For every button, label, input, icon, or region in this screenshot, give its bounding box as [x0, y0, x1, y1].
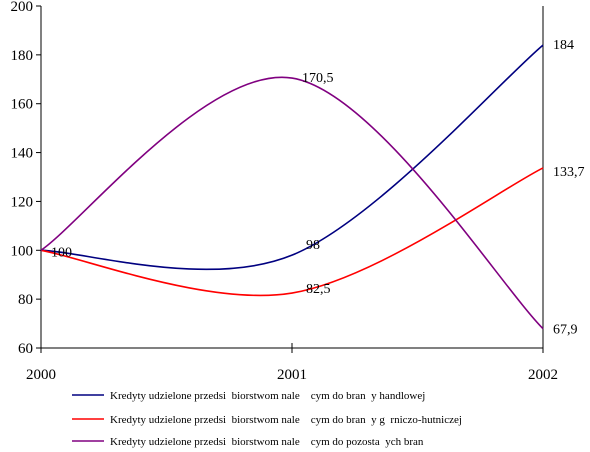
data-label: 184 [553, 38, 574, 53]
data-label: 170,5 [302, 71, 334, 86]
y-tick-label: 100 [11, 243, 34, 259]
x-tick-label: 2002 [528, 367, 558, 383]
y-tick-label: 160 [11, 97, 34, 113]
data-label: 100 [51, 245, 72, 260]
legend: Kredyty udzielone przedsi biorstwom nale… [72, 390, 462, 448]
series-line-1 [40, 44, 544, 271]
series-lines [40, 44, 544, 330]
x-tick-label: 2000 [26, 367, 56, 383]
data-labels: 98 184 82,5 133,7 100 170,5 67,9 [51, 38, 585, 338]
legend-label-3: Kredyty udzielone przedsi biorstwom nale… [110, 436, 424, 448]
y-tick-label: 80 [18, 292, 33, 308]
y-tick-label: 60 [18, 341, 33, 357]
data-label: 67,9 [553, 323, 578, 338]
legend-label-2: Kredyty udzielone przedsi biorstwom nale… [110, 414, 462, 426]
y-tick-label: 140 [11, 146, 34, 162]
series-line-3 [40, 76, 544, 330]
axes: 60 80 100 120 140 160 180 200 2000 2001 2002 [11, 0, 559, 383]
y-tick-label: 200 [11, 0, 34, 15]
data-label: 98 [306, 238, 320, 253]
legend-label-1: Kredyty udzielone przedsi biorstwom nale… [110, 390, 425, 402]
data-label: 133,7 [553, 165, 585, 180]
data-label: 82,5 [306, 282, 331, 297]
y-tick-label: 120 [11, 194, 34, 210]
y-tick-label: 180 [11, 48, 34, 64]
x-tick-label: 2001 [277, 367, 307, 383]
series-line-2 [40, 167, 544, 297]
